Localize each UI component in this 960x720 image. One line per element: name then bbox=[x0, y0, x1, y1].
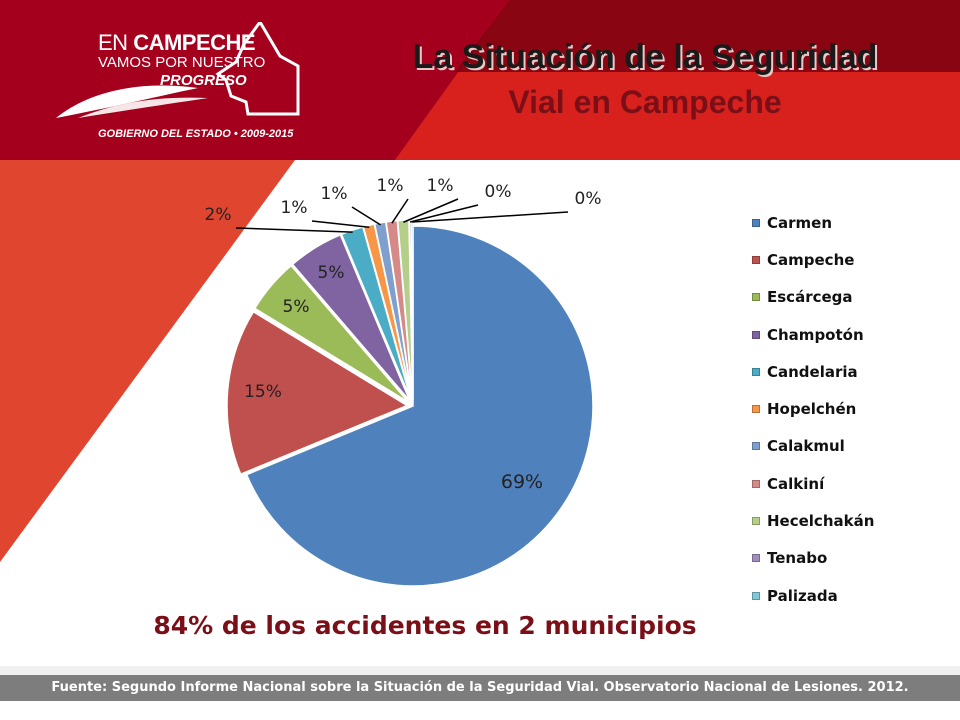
data-label-candelaria: 2% bbox=[205, 205, 232, 225]
legend-item-champotón: Champotón bbox=[752, 316, 952, 353]
legend-swatch bbox=[752, 442, 760, 451]
pie-slice-palizada bbox=[410, 219, 414, 401]
legend-swatch bbox=[752, 517, 760, 526]
pie-slice-campeche bbox=[226, 310, 409, 476]
legend-label: Hopelchén bbox=[767, 400, 857, 419]
campeche-state-map-icon bbox=[56, 22, 300, 118]
legend-item-candelaria: Candelaria bbox=[752, 353, 952, 390]
leader-line-palizada bbox=[411, 211, 569, 223]
legend-item-calkiní: Calkiní bbox=[752, 465, 952, 502]
legend-label: Palizada bbox=[767, 586, 838, 605]
slide-title: La Situación de la Seguridad bbox=[412, 38, 878, 76]
data-label-carmen: 69% bbox=[501, 471, 543, 493]
pie-slice-champotón bbox=[291, 233, 411, 402]
legend-label: Hecelchakán bbox=[767, 512, 875, 531]
source-citation: Fuente: Segundo Informe Nacional sobre l… bbox=[51, 680, 909, 695]
orange-triangle bbox=[0, 160, 295, 562]
header-dark-strip bbox=[455, 0, 960, 72]
logo-footer: GOBIERNO DEL ESTADO • 2009-2015 bbox=[98, 128, 294, 140]
legend-swatch bbox=[752, 367, 760, 376]
legend-item-escárcega: Escárcega bbox=[752, 279, 952, 316]
data-label-campeche: 15% bbox=[244, 382, 282, 402]
data-label-escárcega: 5% bbox=[283, 297, 310, 317]
legend-swatch bbox=[752, 554, 760, 563]
data-label-hopelchén: 1% bbox=[281, 198, 308, 218]
legend-label: Champotón bbox=[767, 325, 864, 344]
legend-swatch bbox=[752, 330, 760, 339]
leader-line-calkiní bbox=[391, 198, 409, 224]
data-label-champotón: 5% bbox=[318, 263, 345, 283]
pie-slice-carmen bbox=[245, 225, 594, 587]
legend-label: Tenabo bbox=[767, 549, 828, 568]
logo-line1: EN CAMPECHE bbox=[98, 30, 256, 55]
data-label-calkiní: 1% bbox=[377, 176, 404, 196]
leader-line-candelaria bbox=[235, 227, 353, 233]
data-label-tenabo: 0% bbox=[485, 182, 512, 202]
header-dark-panel bbox=[0, 0, 510, 160]
leader-line-hopelchén bbox=[311, 220, 370, 229]
logo-line3: PROGRESO bbox=[160, 72, 247, 89]
pie-slice-escárcega bbox=[253, 264, 409, 403]
data-label-hecelchakán: 1% bbox=[427, 176, 454, 196]
legend-label: Calkiní bbox=[767, 474, 825, 493]
legend-label: Calakmul bbox=[767, 437, 845, 456]
legend-item-hecelchakán: Hecelchakán bbox=[752, 502, 952, 539]
legend-swatch bbox=[752, 218, 760, 227]
legend-swatch bbox=[752, 479, 760, 488]
legend-label: Candelaria bbox=[767, 362, 858, 381]
data-label-calakmul: 1% bbox=[321, 184, 348, 204]
legend-label: Carmen bbox=[767, 213, 833, 232]
legend-item-carmen: Carmen bbox=[752, 204, 952, 241]
legend-item-palizada: Palizada bbox=[752, 577, 952, 614]
legend-item-campeche: Campeche bbox=[752, 241, 952, 278]
data-label-palizada: 0% bbox=[575, 189, 602, 209]
legend-label: Escárcega bbox=[767, 288, 853, 307]
leader-line-hecelchakán bbox=[403, 198, 459, 223]
headline-text: 84% de los accidentes en 2 municipios bbox=[153, 611, 697, 640]
slide-subtitle: Vial en Campeche bbox=[508, 84, 782, 120]
legend-swatch bbox=[752, 591, 760, 600]
government-logo: EN CAMPECHE VAMOS POR NUESTRO PROGRESO G… bbox=[48, 22, 308, 147]
legend-label: Campeche bbox=[767, 250, 855, 269]
legend-item-tenabo: Tenabo bbox=[752, 540, 952, 577]
legend-swatch bbox=[752, 405, 760, 414]
leader-line-calakmul bbox=[351, 206, 381, 226]
legend-swatch bbox=[752, 293, 760, 302]
logo-line2: VAMOS POR NUESTRO bbox=[98, 54, 266, 71]
footer-spacer bbox=[0, 701, 960, 720]
footer-bar: Fuente: Segundo Informe Nacional sobre l… bbox=[0, 675, 960, 701]
legend-item-hopelchén: Hopelchén bbox=[752, 390, 952, 427]
leader-line-tenabo bbox=[409, 204, 479, 223]
legend-swatch bbox=[752, 255, 760, 264]
legend-item-calakmul: Calakmul bbox=[752, 428, 952, 465]
chart-legend: Carmen Campeche Escárcega Champotón Candelar… bbox=[752, 204, 952, 614]
